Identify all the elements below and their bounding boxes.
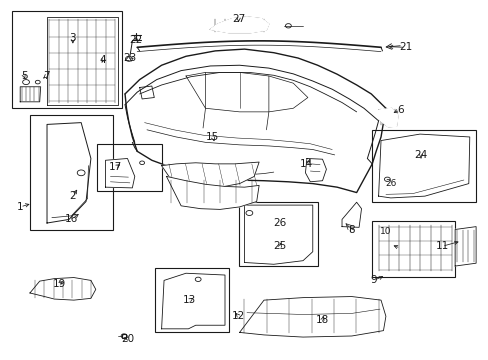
Bar — [371, 221, 454, 277]
Text: 6: 6 — [396, 105, 403, 115]
Text: 5: 5 — [21, 71, 27, 81]
Polygon shape — [378, 108, 397, 127]
Polygon shape — [454, 226, 475, 266]
Polygon shape — [244, 205, 312, 264]
Text: 1: 1 — [17, 202, 23, 212]
Polygon shape — [30, 278, 96, 300]
Polygon shape — [161, 162, 259, 188]
Bar — [30, 116, 113, 230]
Bar — [238, 202, 317, 266]
Text: 26: 26 — [385, 179, 396, 188]
Text: 22: 22 — [129, 35, 142, 45]
Text: 9: 9 — [369, 275, 376, 285]
Polygon shape — [239, 297, 385, 337]
Polygon shape — [47, 123, 91, 223]
Text: 3: 3 — [69, 33, 76, 43]
Polygon shape — [161, 273, 224, 329]
Text: 15: 15 — [206, 132, 219, 142]
Text: 13: 13 — [183, 295, 196, 305]
Polygon shape — [341, 202, 361, 227]
Polygon shape — [210, 17, 268, 33]
Bar — [97, 144, 161, 191]
Text: 19: 19 — [53, 279, 66, 289]
Polygon shape — [105, 158, 135, 188]
Text: 14: 14 — [300, 159, 313, 169]
Text: 11: 11 — [434, 241, 447, 251]
Text: 7: 7 — [42, 71, 49, 81]
Text: 23: 23 — [123, 53, 136, 63]
Text: 4: 4 — [100, 55, 106, 65]
Text: 27: 27 — [231, 14, 245, 24]
Text: 24: 24 — [413, 150, 427, 160]
Polygon shape — [305, 158, 326, 182]
Text: 21: 21 — [398, 42, 411, 52]
Text: 17: 17 — [108, 162, 122, 172]
Text: 26: 26 — [273, 218, 286, 228]
Bar — [12, 12, 122, 108]
Bar — [155, 268, 228, 332]
Text: 16: 16 — [64, 215, 78, 224]
Text: 2: 2 — [69, 191, 76, 201]
Text: 12: 12 — [231, 311, 245, 321]
Text: 10: 10 — [379, 227, 391, 236]
Text: 25: 25 — [273, 241, 286, 251]
Polygon shape — [166, 176, 259, 210]
Text: 18: 18 — [315, 315, 328, 325]
Polygon shape — [20, 87, 41, 102]
Polygon shape — [378, 134, 469, 198]
Text: 8: 8 — [348, 225, 354, 235]
Bar — [371, 130, 475, 202]
Text: 20: 20 — [121, 333, 134, 343]
